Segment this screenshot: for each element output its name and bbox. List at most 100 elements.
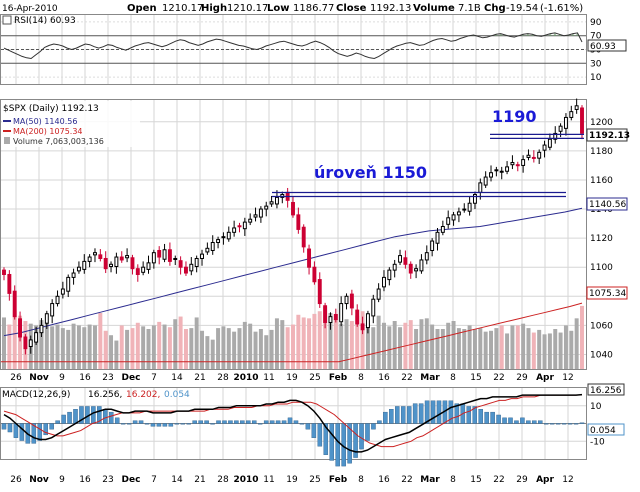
macd-hist-bar (323, 423, 329, 455)
volume-bar (130, 328, 135, 369)
macd-hist-bar (67, 411, 72, 424)
macd-hist-bar (335, 423, 340, 467)
candle-body (467, 202, 472, 212)
candlesticks (2, 98, 584, 355)
volume-bar (2, 317, 6, 369)
rsi-legend-swatch (2, 15, 12, 25)
macd-hist-bar (538, 420, 543, 424)
x-tick-label: 8 (450, 373, 456, 383)
rsi-tick-label: 30 (590, 59, 602, 69)
x-tick-label: 16 (378, 373, 390, 383)
candle-body (28, 339, 33, 347)
macd-hist-bar (418, 403, 424, 424)
candle-body (317, 279, 322, 305)
macd-hist-bar (549, 423, 555, 425)
macd-last-value: 16.256 (590, 386, 622, 396)
candle-body (125, 255, 130, 259)
candle-body (333, 313, 338, 321)
volume-bar (66, 329, 71, 369)
price-tick-label: 1060 (590, 321, 613, 331)
candle-body (269, 201, 274, 205)
candle-body (440, 226, 445, 233)
rsi-tick-label: 70 (590, 32, 602, 42)
candle-body (360, 323, 365, 331)
x-tick-label-bottom: 16 (378, 475, 390, 485)
volume-bar (92, 325, 97, 369)
candle-body (157, 249, 162, 258)
x-tick-label: 28 (217, 373, 229, 383)
volume-bar (456, 328, 461, 369)
volume-bar (50, 326, 55, 369)
rsi-line (3, 32, 583, 60)
macd-hist-bar (180, 423, 186, 425)
volume-bar (146, 329, 151, 369)
volume-bar (515, 325, 520, 369)
candle-body (473, 194, 477, 204)
candle-body (76, 266, 81, 272)
x-tick-label-bottom: 15 (470, 475, 481, 485)
candle-body (146, 262, 151, 270)
rsi-panel-frame (0, 14, 587, 85)
macd-hist-bar (359, 423, 364, 450)
volume-bar (71, 323, 76, 369)
volume-bar (462, 329, 467, 369)
x-tick-label: 22 (401, 373, 412, 383)
volume-bar (285, 327, 290, 369)
volume-bar (371, 327, 376, 369)
x-tick-label-bottom: 21 (194, 475, 205, 485)
macd-hist-bar (293, 420, 299, 424)
x-tick-label-bottom: 11 (263, 475, 274, 485)
candle-body (414, 268, 419, 272)
legend-ma50: MA(50) 1140.56 (13, 117, 77, 126)
macd-hist-bar (347, 423, 352, 464)
volume-bar (440, 329, 445, 369)
candle-body (221, 236, 226, 239)
legend-volume: Volume 7,063,003,136 (13, 137, 104, 146)
volume-bar (274, 318, 279, 369)
volume-bar (419, 319, 424, 369)
ma200-badge (586, 286, 628, 300)
volume-bar (87, 324, 92, 369)
volume-bar (569, 330, 574, 369)
hist-last-badge (587, 423, 625, 436)
x-tick-label: 14 (171, 373, 183, 383)
volume-bar (34, 325, 39, 369)
macd-hist-bar (144, 423, 150, 425)
candle-body (323, 305, 328, 323)
macd-hist-bar (311, 423, 317, 438)
candle-body (119, 256, 124, 261)
volume-bar (82, 327, 87, 369)
macd-hist-bar (79, 406, 84, 424)
x-tick-label: 25 (309, 373, 320, 383)
volume-bar (344, 319, 349, 369)
candle-body (344, 295, 349, 305)
volume-bar (580, 305, 584, 369)
macd-panel-frame (0, 387, 587, 460)
macd-tick-label: -10 (590, 437, 605, 447)
volume-bar (323, 306, 328, 369)
volume-bar (553, 329, 558, 369)
macd-hist-bar (579, 422, 585, 424)
header-open: 1210.17 (162, 3, 203, 14)
macd-hist-bar (252, 420, 257, 424)
candle-body (71, 272, 76, 278)
volume-bar (232, 331, 237, 369)
candle-body (173, 257, 178, 260)
macd-hist-bar (263, 420, 269, 424)
candle-body (103, 257, 108, 270)
volume-bar (328, 313, 333, 369)
header-chg-label: Chg (484, 3, 506, 14)
candle-body (521, 159, 526, 166)
volume-bar (114, 340, 119, 369)
x-tick-label-bottom: 2010 (233, 475, 258, 485)
x-tick-label: 9 (59, 373, 65, 383)
candle-body (248, 218, 253, 223)
macd-hist-bar (114, 417, 120, 424)
volume-bar (430, 324, 435, 369)
volume-bar (333, 319, 338, 369)
volume-bar (39, 320, 44, 369)
macd-hist-bar (150, 423, 156, 427)
price-x-axis-labels: 26 Nov 9 16 23 Dec 7 14 21 28 2010 11 19 25 Feb 8 16 22 Ma… (10, 373, 573, 383)
macd-hist-bar (186, 423, 191, 425)
header: 16-Apr-2010 Open 1210.17 High 1210.17 Lo… (2, 3, 583, 14)
